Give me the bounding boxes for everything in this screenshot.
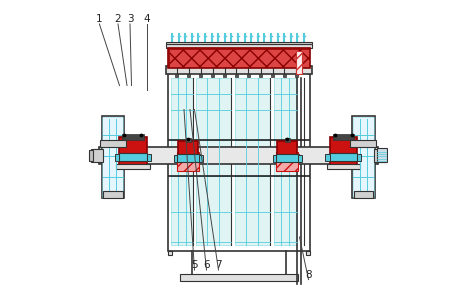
Bar bbox=[298, 155, 302, 162]
Bar bbox=[178, 141, 198, 154]
Bar bbox=[235, 78, 269, 244]
Bar bbox=[273, 155, 276, 162]
Bar bbox=[271, 74, 274, 76]
Bar bbox=[211, 74, 214, 76]
Bar bbox=[186, 138, 190, 142]
Bar bbox=[177, 154, 199, 162]
Text: 2: 2 bbox=[115, 14, 121, 25]
Bar bbox=[350, 140, 377, 147]
Bar bbox=[178, 152, 199, 171]
Bar bbox=[166, 66, 311, 74]
Bar bbox=[179, 274, 298, 281]
Bar bbox=[378, 151, 386, 160]
Bar bbox=[101, 116, 124, 198]
Text: 4: 4 bbox=[143, 14, 150, 25]
Text: 6: 6 bbox=[203, 260, 210, 271]
Bar bbox=[380, 150, 387, 160]
Bar bbox=[377, 151, 387, 159]
Bar bbox=[89, 150, 93, 160]
Text: 7: 7 bbox=[215, 260, 222, 271]
Bar bbox=[103, 190, 122, 198]
Bar bbox=[329, 153, 357, 161]
Bar bbox=[119, 136, 147, 165]
Bar bbox=[168, 48, 310, 68]
Bar bbox=[168, 72, 310, 250]
Bar bbox=[274, 78, 297, 244]
Text: 3: 3 bbox=[127, 14, 133, 25]
Bar bbox=[296, 51, 302, 74]
Bar bbox=[377, 148, 387, 162]
Text: 8: 8 bbox=[305, 270, 312, 280]
Bar bbox=[327, 164, 360, 169]
Bar bbox=[102, 117, 123, 196]
Bar bbox=[166, 42, 311, 44]
Bar bbox=[122, 134, 143, 140]
Bar bbox=[306, 250, 310, 255]
Bar bbox=[187, 74, 190, 76]
Bar bbox=[90, 151, 94, 159]
Bar bbox=[276, 154, 298, 162]
Bar bbox=[99, 140, 126, 147]
Bar bbox=[175, 74, 178, 76]
Bar bbox=[199, 74, 202, 76]
Bar bbox=[370, 149, 382, 161]
Bar bbox=[196, 78, 230, 244]
Bar bbox=[166, 44, 311, 48]
Text: 5: 5 bbox=[191, 260, 198, 271]
Bar bbox=[283, 74, 286, 76]
Bar bbox=[235, 74, 238, 76]
Bar bbox=[295, 74, 298, 76]
Bar bbox=[91, 149, 103, 162]
Bar bbox=[383, 150, 387, 160]
Bar bbox=[325, 154, 329, 161]
Bar bbox=[357, 154, 361, 161]
Bar bbox=[247, 74, 250, 76]
Bar bbox=[119, 153, 147, 161]
Bar bbox=[285, 138, 289, 142]
Bar bbox=[91, 151, 98, 160]
Bar bbox=[277, 141, 298, 154]
Bar bbox=[353, 117, 374, 196]
Bar bbox=[116, 164, 149, 169]
Bar bbox=[94, 149, 106, 161]
Text: 1: 1 bbox=[96, 14, 103, 25]
Bar bbox=[168, 250, 172, 255]
Bar bbox=[374, 149, 386, 162]
Bar bbox=[223, 74, 226, 76]
Bar bbox=[169, 49, 308, 67]
Bar bbox=[333, 134, 354, 140]
Bar bbox=[352, 116, 375, 198]
Bar bbox=[199, 155, 203, 162]
Bar bbox=[147, 154, 151, 161]
Bar bbox=[259, 74, 262, 76]
Bar bbox=[170, 78, 193, 244]
Bar bbox=[354, 190, 373, 198]
Bar bbox=[99, 147, 377, 164]
Bar bbox=[329, 136, 357, 165]
Bar bbox=[174, 155, 177, 162]
Bar bbox=[277, 152, 298, 171]
Bar bbox=[115, 154, 119, 161]
